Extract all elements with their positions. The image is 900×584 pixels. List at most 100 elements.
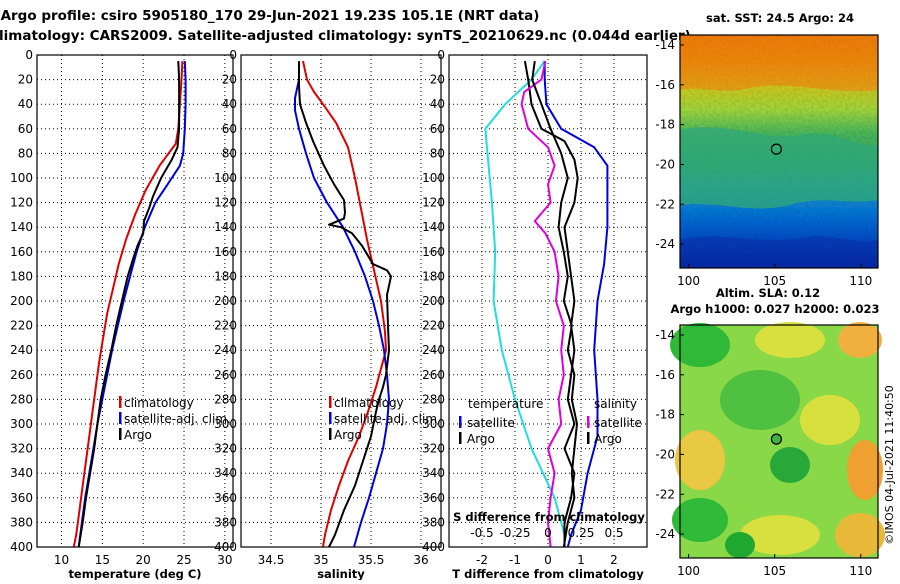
argo-float-marker	[770, 143, 783, 155]
series-line-climatology	[302, 60, 387, 548]
sla-blob	[720, 370, 800, 430]
sla-blob	[725, 532, 755, 558]
y-tick-label: 20	[222, 73, 237, 87]
y-tick-label: 180	[10, 269, 33, 283]
x-tick-label: 2	[610, 553, 618, 567]
y-tick-label: 300	[422, 417, 445, 431]
y-tick-label: 100	[422, 171, 445, 185]
y-tick-label: 40	[222, 97, 237, 111]
y-tick-label: 260	[10, 368, 33, 382]
map-y-tick-label: -16	[655, 368, 675, 382]
legend-label: climatology	[124, 396, 194, 410]
y-tick-label: 340	[422, 466, 445, 480]
legend-heading-salinity: salinity	[594, 397, 637, 411]
plot-frame	[36, 54, 234, 548]
y-tick-label: 260	[422, 368, 445, 382]
series-line-salinity-satellite	[520, 60, 565, 548]
legend-swatch	[329, 396, 332, 408]
y-tick-label: 260	[214, 368, 237, 382]
x-tick-label: 15	[95, 553, 110, 567]
y-tick-label: 160	[422, 245, 445, 259]
y-tick-label: 200	[214, 294, 237, 308]
legend-swatch	[119, 428, 122, 440]
figure-title-line2: Climatology: CARS2009. Satellite-adjuste…	[0, 28, 691, 44]
x-tick-label: -2	[476, 553, 488, 567]
y-tick-label: 380	[214, 515, 237, 529]
y-tick-label: 220	[214, 319, 237, 333]
legend-swatch	[119, 412, 122, 424]
x2-tick-label: 0	[544, 526, 552, 540]
map-y-tick-label: -18	[655, 408, 675, 422]
sla-blob	[755, 322, 825, 358]
y-tick-label: 320	[422, 442, 445, 456]
map-y-tick-label: -24	[655, 237, 675, 251]
y-tick-label: 400	[422, 540, 445, 554]
y-tick-label: 400	[214, 540, 237, 554]
x-tick-label: 20	[136, 553, 151, 567]
legend-label: satellite	[594, 416, 642, 430]
y-tick-label: 300	[214, 417, 237, 431]
x2-tick-label: 0.25	[568, 526, 595, 540]
map-x-tick-label: 105	[763, 274, 786, 288]
y-tick-label: 180	[214, 269, 237, 283]
sla-blob	[838, 322, 882, 358]
legend-label: Argo	[467, 432, 495, 446]
series-line-argo	[77, 61, 181, 548]
legend-label: satellite-adj. clim.	[124, 412, 231, 426]
map-y-tick-label: -20	[655, 157, 675, 171]
map-x-tick-label: 105	[763, 564, 786, 578]
x2-tick-label: -0.25	[499, 526, 530, 540]
sla-blob	[835, 513, 885, 557]
y-tick-label: 180	[422, 269, 445, 283]
sst-map-panel: sat. SST: 24.5 Argo: 24 -14-16-18-20-22-…	[655, 11, 879, 288]
y-tick-label: 120	[422, 196, 445, 210]
salinity-panel: 0204060801001201401601802002202402602803…	[214, 48, 442, 581]
sla-map-title-2: Argo h1000: 0.027 h2000: 0.023	[670, 302, 879, 316]
map-y-tick-label: -22	[655, 197, 675, 211]
y-tick-label: 120	[214, 196, 237, 210]
sla-map-blobs	[670, 322, 885, 558]
x2-axis-label: S difference from climatology	[453, 510, 645, 524]
y-tick-label: 0	[437, 48, 445, 62]
y-tick-label: 40	[18, 97, 33, 111]
sla-blob	[770, 447, 810, 483]
sla-map-panel: Altim. SLA: 0.12 Argo h1000: 0.027 h2000…	[655, 286, 885, 578]
x-tick-label: 36	[413, 553, 428, 567]
map-x-tick-label: 110	[849, 274, 872, 288]
x-axis-label: salinity	[317, 567, 365, 580]
y-tick-label: 60	[222, 122, 237, 136]
map-frame	[679, 324, 879, 559]
y-tick-label: 140	[214, 220, 237, 234]
y-tick-label: 280	[10, 392, 33, 406]
y-tick-label: 40	[430, 97, 445, 111]
argo-float-marker	[770, 433, 783, 445]
map-x-tick-label: 110	[849, 564, 872, 578]
legend-swatch	[587, 416, 590, 428]
sst-warm-band	[680, 35, 878, 92]
series-line-argo	[298, 61, 392, 548]
sla-map-axes: -14 -16 -18 -20 -22 -24 100 105 110	[655, 324, 879, 578]
legend-swatch	[119, 396, 122, 408]
x2-tick-label: -0.5	[470, 526, 493, 540]
y-tick-label: 340	[214, 466, 237, 480]
y-tick-label: 280	[214, 392, 237, 406]
sst-map-blobs	[680, 35, 878, 268]
plot-frame	[240, 54, 442, 548]
x-tick-label: 0	[544, 553, 552, 567]
y-tick-label: 200	[10, 294, 33, 308]
sla-blob	[800, 395, 860, 445]
y-tick-label: 360	[214, 491, 237, 505]
legend-heading-temperature: temperature	[468, 397, 543, 411]
temperature-panel: 0204060801001201401601802002202402602803…	[10, 48, 234, 581]
y-tick-label: 160	[10, 245, 33, 259]
y-tick-label: 300	[10, 417, 33, 431]
y-tick-label: 140	[10, 220, 33, 234]
map-y-tick-label: -14	[655, 38, 675, 52]
y-tick-label: 240	[10, 343, 33, 357]
sst-cool-band	[680, 127, 878, 209]
series-line-salinity-argo	[531, 60, 578, 548]
legend-swatch	[587, 432, 590, 444]
legend-label: satellite	[467, 416, 515, 430]
x-tick-label: 30	[217, 553, 232, 567]
legend-label: Argo	[594, 432, 622, 446]
